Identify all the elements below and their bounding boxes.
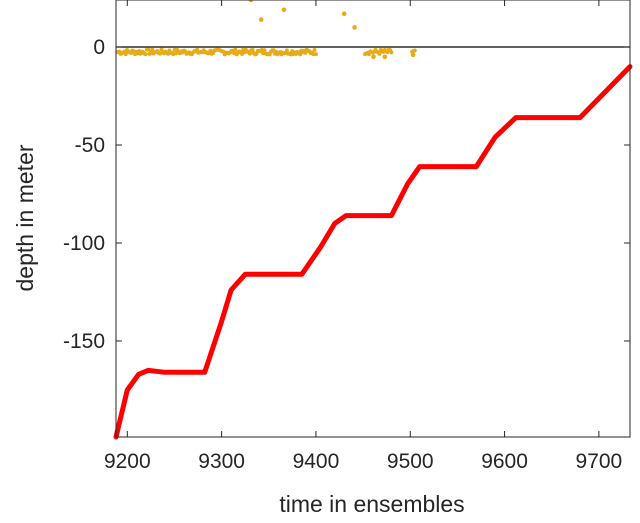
plot-frame xyxy=(115,0,631,438)
scatter-point xyxy=(247,51,252,56)
y-tick-label: -150 xyxy=(63,330,105,353)
scatter-point xyxy=(352,25,357,30)
y-tick-label: -50 xyxy=(75,134,105,157)
scatter-point xyxy=(371,54,376,60)
scatter-point xyxy=(298,52,303,57)
x-axis-label: time in ensembles xyxy=(279,491,464,517)
scatter-point xyxy=(208,48,213,53)
x-tick-label: 9700 xyxy=(576,450,623,473)
scatter-point xyxy=(262,48,267,53)
scatter-point xyxy=(143,52,148,57)
depth-trace xyxy=(113,64,633,440)
y-axis-label: depth in meter xyxy=(12,144,38,291)
axes-frame xyxy=(115,0,631,438)
scatter-point xyxy=(341,11,347,16)
x-tick-label: 9200 xyxy=(104,450,151,473)
axis-ticks: 9200 9300 9400 9500 9600 9700 0 -50 -100 -150 xyxy=(63,0,630,473)
plot-area xyxy=(113,0,633,440)
scatter-point xyxy=(250,47,255,52)
x-tick-label: 9500 xyxy=(387,450,434,473)
scatter-point xyxy=(150,47,155,52)
scatter-point xyxy=(382,54,388,60)
y-tick-label: 0 xyxy=(93,36,105,59)
scatter-point xyxy=(313,52,318,57)
scatter-point xyxy=(377,51,382,56)
x-tick-label: 9600 xyxy=(481,450,528,473)
scatter-point xyxy=(389,50,394,55)
scatter-point xyxy=(281,7,287,13)
scatter-point xyxy=(123,52,128,57)
scatter-point xyxy=(146,47,151,52)
scatter-point xyxy=(410,52,416,58)
scatter-point xyxy=(258,17,264,22)
scatter-point xyxy=(233,47,238,52)
scatter-point xyxy=(284,48,289,53)
scatter-point xyxy=(248,0,254,3)
scatter-point xyxy=(312,48,317,52)
y-tick-label: -100 xyxy=(63,232,105,255)
scatter-point xyxy=(412,48,417,53)
scatter-point xyxy=(195,47,200,52)
x-tick-label: 9400 xyxy=(293,450,340,473)
x-tick-label: 9300 xyxy=(198,450,245,473)
